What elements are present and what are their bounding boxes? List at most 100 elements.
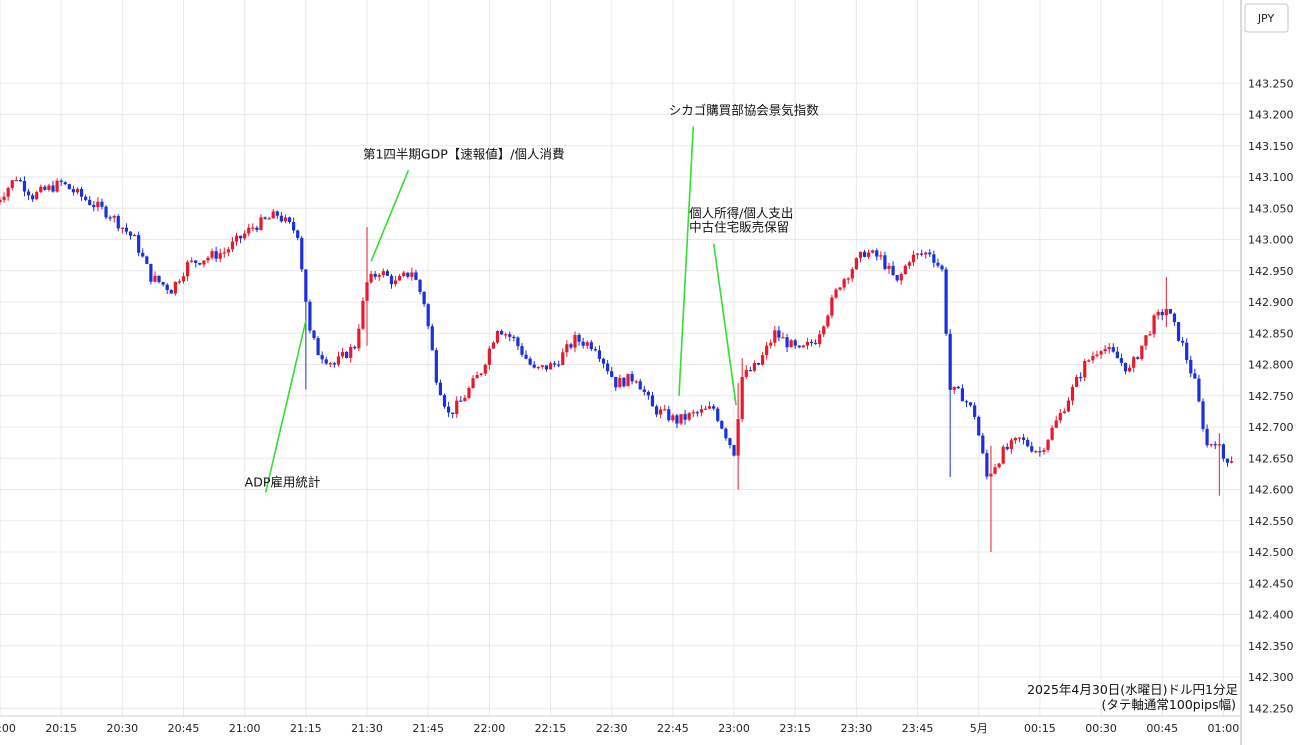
- currency-label: JPY: [1257, 12, 1275, 25]
- candle-body: [67, 184, 71, 190]
- candle-body: [459, 400, 463, 402]
- candle-body: [2, 196, 6, 200]
- annotation-label: 中古住宅販売保留: [689, 220, 789, 235]
- candle-body: [389, 275, 394, 285]
- candle-body: [1197, 378, 1201, 402]
- candle-body: [169, 290, 173, 294]
- candle-body: [968, 402, 973, 406]
- candle-body: [691, 412, 695, 414]
- candle-body: [610, 371, 614, 377]
- candle-body: [55, 180, 59, 192]
- candle-body: [418, 279, 422, 293]
- candle-body: [557, 364, 561, 366]
- candle-body: [634, 381, 638, 383]
- candle-body: [88, 199, 92, 205]
- candle-body: [1095, 354, 1099, 356]
- candle-body: [891, 265, 895, 276]
- candle-body: [71, 189, 76, 193]
- x-tick-label: 00:15: [1024, 722, 1056, 735]
- candle-body: [1005, 446, 1009, 450]
- candle-body: [402, 272, 406, 277]
- candle-body: [491, 342, 496, 349]
- candle-body: [553, 363, 557, 365]
- candle-body: [124, 227, 129, 232]
- candle-body: [744, 370, 748, 377]
- candle-body: [1070, 386, 1075, 401]
- candle-body: [296, 230, 300, 238]
- candle-body: [438, 382, 443, 396]
- candle-body: [1042, 450, 1046, 452]
- candle-body: [752, 363, 757, 371]
- candle-body: [63, 182, 67, 185]
- candle-body: [512, 336, 516, 339]
- candle-body: [1128, 367, 1132, 372]
- candle-body: [683, 414, 687, 420]
- candle-body: [1009, 440, 1013, 450]
- y-tick-label: 142.450: [1248, 577, 1294, 590]
- candle-body: [26, 191, 31, 196]
- candle-body: [137, 235, 141, 253]
- candle-body: [1091, 355, 1095, 361]
- candle-body: [100, 201, 104, 207]
- annotation-label: シカゴ購買部協会景気指数: [669, 103, 820, 118]
- candle-body: [75, 188, 80, 193]
- candle-body: [406, 272, 410, 277]
- candle-body: [638, 381, 642, 390]
- candle-body: [997, 463, 1001, 468]
- candle-body: [267, 218, 271, 220]
- candle-body: [793, 340, 797, 346]
- candle-body: [487, 348, 491, 365]
- annotation-pointer: [264, 320, 307, 493]
- candle-body: [373, 273, 377, 277]
- candle-body: [936, 262, 940, 266]
- candle-body: [1001, 446, 1005, 464]
- candle-body: [944, 269, 948, 334]
- candle-body: [565, 344, 569, 353]
- candle-body: [903, 265, 907, 275]
- candle-body: [964, 401, 969, 403]
- candle-body: [879, 255, 883, 257]
- candle-body: [952, 386, 956, 390]
- x-tick-label: 5月: [970, 722, 988, 735]
- candle-body: [1213, 444, 1217, 446]
- candle-body: [198, 262, 202, 265]
- candle-body: [1046, 439, 1050, 451]
- candle-body: [308, 301, 312, 331]
- candle-body: [1083, 360, 1087, 378]
- candle-body: [312, 330, 316, 339]
- candle-body: [862, 251, 867, 257]
- candle-body: [569, 344, 573, 348]
- y-tick-label: 142.350: [1248, 640, 1294, 653]
- candle-body: [834, 289, 838, 298]
- candle-body: [667, 409, 671, 421]
- candle-body: [185, 261, 190, 277]
- candle-body: [336, 356, 341, 365]
- candle-body: [426, 304, 430, 327]
- candle-body: [663, 409, 667, 411]
- x-tick-label: 22:15: [535, 722, 567, 735]
- candle-body: [455, 400, 459, 415]
- candle-body: [177, 281, 182, 283]
- candle-body: [340, 351, 345, 357]
- candle-body: [222, 252, 226, 254]
- candle-body: [1225, 458, 1230, 463]
- candle-body: [1156, 311, 1160, 316]
- candle-body: [475, 374, 479, 379]
- candle-body: [1123, 362, 1128, 372]
- candle-body: [748, 370, 752, 372]
- candle-body: [332, 363, 336, 365]
- candle-body: [161, 282, 165, 285]
- annotation-label: 個人所得/個人支出: [689, 206, 793, 221]
- candle-body: [642, 389, 646, 392]
- y-tick-label: 142.500: [1248, 546, 1294, 559]
- candle-body: [149, 263, 153, 282]
- candle-body: [145, 256, 149, 264]
- candle-body: [1160, 311, 1164, 316]
- candle-body: [797, 345, 801, 348]
- candle-body: [422, 292, 426, 305]
- candle-body: [112, 215, 116, 218]
- candle-body: [915, 253, 920, 255]
- candle-body: [47, 185, 51, 190]
- candle-body: [573, 334, 577, 348]
- x-tick-label: 20:45: [168, 722, 200, 735]
